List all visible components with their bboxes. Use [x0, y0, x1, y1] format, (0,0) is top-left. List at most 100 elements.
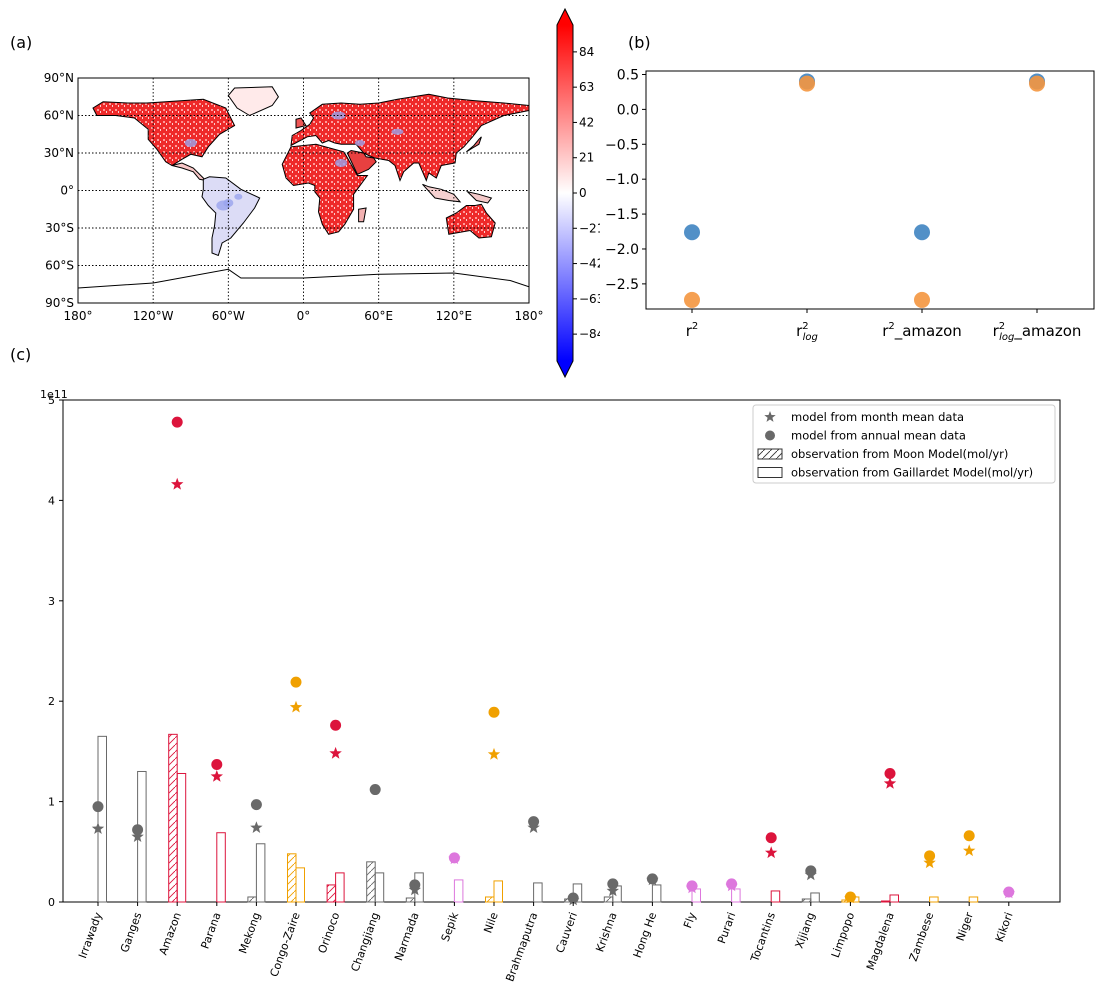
bar-y-tick-label: 4: [48, 494, 55, 507]
annual-mean-marker-amazon: [171, 416, 183, 428]
river-label-orinoco: Orinoco: [316, 910, 343, 955]
colorbar-outline: [556, 7, 574, 379]
central-america-land: [171, 162, 208, 182]
legend-label: observation from Gaillardet Model(mol/yr…: [791, 466, 1033, 480]
month-mean-marker-zambese: [923, 856, 936, 869]
colorbar-tick-label: 21: [579, 151, 594, 165]
bar-y-tick-label: 3: [48, 595, 55, 608]
colorbar-tick-label: −42: [579, 257, 600, 271]
month-mean-marker-irrawady: [91, 822, 105, 834]
scatter-x-tick-label: r2 log: [796, 321, 818, 343]
map-x-tick-label: 180°: [515, 309, 544, 323]
month-mean-marker-cauveri: [567, 893, 580, 906]
scatter-y-tick-label: 0.0: [617, 102, 639, 118]
month-mean-marker-limpopo: [844, 891, 857, 904]
annual-mean-marker-krishna: [607, 878, 619, 890]
indonesia-land: [422, 183, 462, 203]
month-mean-marker-sepik: [448, 852, 461, 865]
scatter-x-ticks: r2 r2 log r2_amazon r2 log_amazon: [686, 309, 1081, 343]
river-label-parana: Parana: [198, 911, 223, 951]
river-label-xijiang: Xijiang: [793, 911, 818, 951]
river-label-cauveri: Cauveri: [553, 911, 580, 955]
annual-mean-marker-zambese: [924, 850, 936, 862]
negative-patch-6: [391, 128, 404, 135]
colorbar-tick-label: −21: [579, 221, 600, 235]
moon-bar-orinoco: [326, 884, 337, 903]
madagascar-land: [358, 207, 367, 223]
month-mean-marker-mekong: [250, 821, 263, 833]
gaillardet-bar-magdalena: [889, 894, 899, 903]
antarctica-land: [78, 268, 529, 303]
scatter-y-tick-label: −1.5: [605, 207, 639, 223]
legend-hatched-bar-icon: [757, 448, 783, 460]
scatter-panel: 0.50.0−0.5−1.0−1.5−2.0−2.5 r2 r2 log r2_ama…: [605, 67, 1095, 343]
gaillardet-bar-nile: [493, 880, 503, 903]
river-label-irrawady: Irrawady: [76, 910, 105, 960]
negative-patch-3: [184, 139, 197, 147]
negative-patch-4: [335, 159, 348, 167]
scatter-y-tick-label: −0.5: [605, 137, 639, 153]
month-mean-marker-congo-zaire: [289, 700, 303, 713]
river-label-amazon: Amazon: [157, 911, 184, 957]
negative-patch-5: [354, 140, 365, 146]
gaillardet-bar-mekong: [255, 843, 266, 903]
moon-bar-nile: [485, 896, 495, 903]
negative-patch-1: [223, 199, 234, 207]
river-label-tocantins: Tocantins: [748, 910, 778, 964]
legend-star-icon: [764, 411, 776, 422]
colorbar-tick-label: 84: [579, 45, 594, 59]
gaillardet-bar-amazon: [176, 772, 187, 903]
legend-box: [752, 404, 1056, 484]
annual-mean-marker-changjiang: [369, 784, 381, 796]
bar-y-tick-label: 5: [48, 394, 55, 407]
label-sup: 2: [999, 321, 1005, 332]
month-mean-marker-tocantins: [765, 846, 778, 859]
legend-open-bar-icon: [757, 467, 783, 478]
new-guinea-land: [466, 190, 493, 204]
negative-patch-7: [331, 111, 346, 120]
model-markers: [91, 416, 1015, 906]
scatter-point-s1-3: [1029, 75, 1045, 92]
river-label-changjiang: Changjiang: [349, 911, 382, 974]
gaillardet-bar-zambese: [929, 896, 939, 903]
annual-mean-marker-ganges: [132, 824, 144, 836]
scatter-y-tick-label: −2.0: [605, 242, 639, 258]
label-base: r: [882, 322, 889, 340]
map-x-tick-label: 120°E: [436, 309, 473, 323]
river-label-limpopo: Limpopo: [829, 910, 857, 959]
bar-y-tick-label: 0: [48, 896, 55, 909]
river-label-niger: Niger: [954, 910, 976, 943]
scatter-x-tick-label: r2_amazon: [882, 321, 962, 341]
gaillardet-bar-tocantins: [770, 890, 781, 903]
annual-mean-marker-congo-zaire: [290, 676, 302, 688]
legend-label: model from month mean data: [791, 410, 964, 424]
month-mean-marker-krishna: [606, 884, 619, 897]
annual-mean-marker-parana: [211, 758, 223, 770]
map-y-tick-label: 0°: [60, 184, 74, 198]
panel-label-b: (b): [628, 33, 651, 52]
bar-frame: [62, 399, 1061, 903]
scatter-point-s1-2: [914, 291, 930, 308]
gaillardet-bar-changjiang: [374, 872, 385, 903]
month-mean-marker-purari: [725, 879, 738, 892]
month-mean-marker-brahmaputra: [527, 821, 540, 833]
colorbar-extend-max: [557, 9, 573, 25]
annual-mean-marker-magdalena: [884, 767, 896, 779]
britain-land: [295, 117, 307, 129]
map-y-tick-label: 90°S: [45, 296, 74, 310]
gaillardet-bar-xijiang: [810, 892, 820, 903]
scatter-y-ticks: 0.5 0.0 −0.5 −1.0 −1.5 −2.0 −2.5: [605, 67, 646, 293]
y-offset-label: 1e11: [40, 388, 68, 401]
gaillardet-bar-sepik: [453, 879, 464, 903]
map-frame: [77, 77, 530, 304]
river-label-fly: Fly: [681, 910, 699, 930]
negative-patch-2: [234, 193, 243, 200]
map-x-tick-label: 0°: [297, 309, 311, 323]
legend-label: model from annual mean data: [791, 429, 966, 443]
colorbar-tick-label: 42: [579, 115, 594, 129]
colorbar-tick-label: 0: [579, 186, 587, 200]
annual-mean-marker-mekong: [250, 799, 262, 811]
colorbar-extend-min: [557, 361, 573, 377]
river-label-ganges: Ganges: [118, 910, 145, 954]
scatter-y-tick-label: −2.5: [605, 277, 639, 293]
